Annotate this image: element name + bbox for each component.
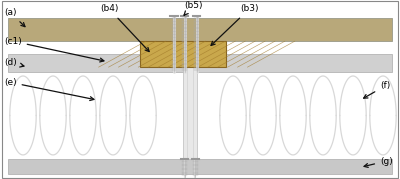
Bar <box>183 54 197 159</box>
Text: (g): (g) <box>364 157 393 167</box>
Text: (b5): (b5) <box>184 1 202 15</box>
Text: (f): (f) <box>364 81 390 98</box>
Bar <box>8 18 392 41</box>
Bar <box>8 54 392 72</box>
Bar <box>140 41 226 67</box>
Text: (a): (a) <box>4 8 25 27</box>
Text: (c1): (c1) <box>4 37 104 62</box>
Bar <box>8 159 392 174</box>
Text: (e): (e) <box>4 78 94 101</box>
Text: (b4): (b4) <box>100 4 149 52</box>
Text: (b3): (b3) <box>211 4 258 45</box>
Text: (d): (d) <box>4 58 24 67</box>
